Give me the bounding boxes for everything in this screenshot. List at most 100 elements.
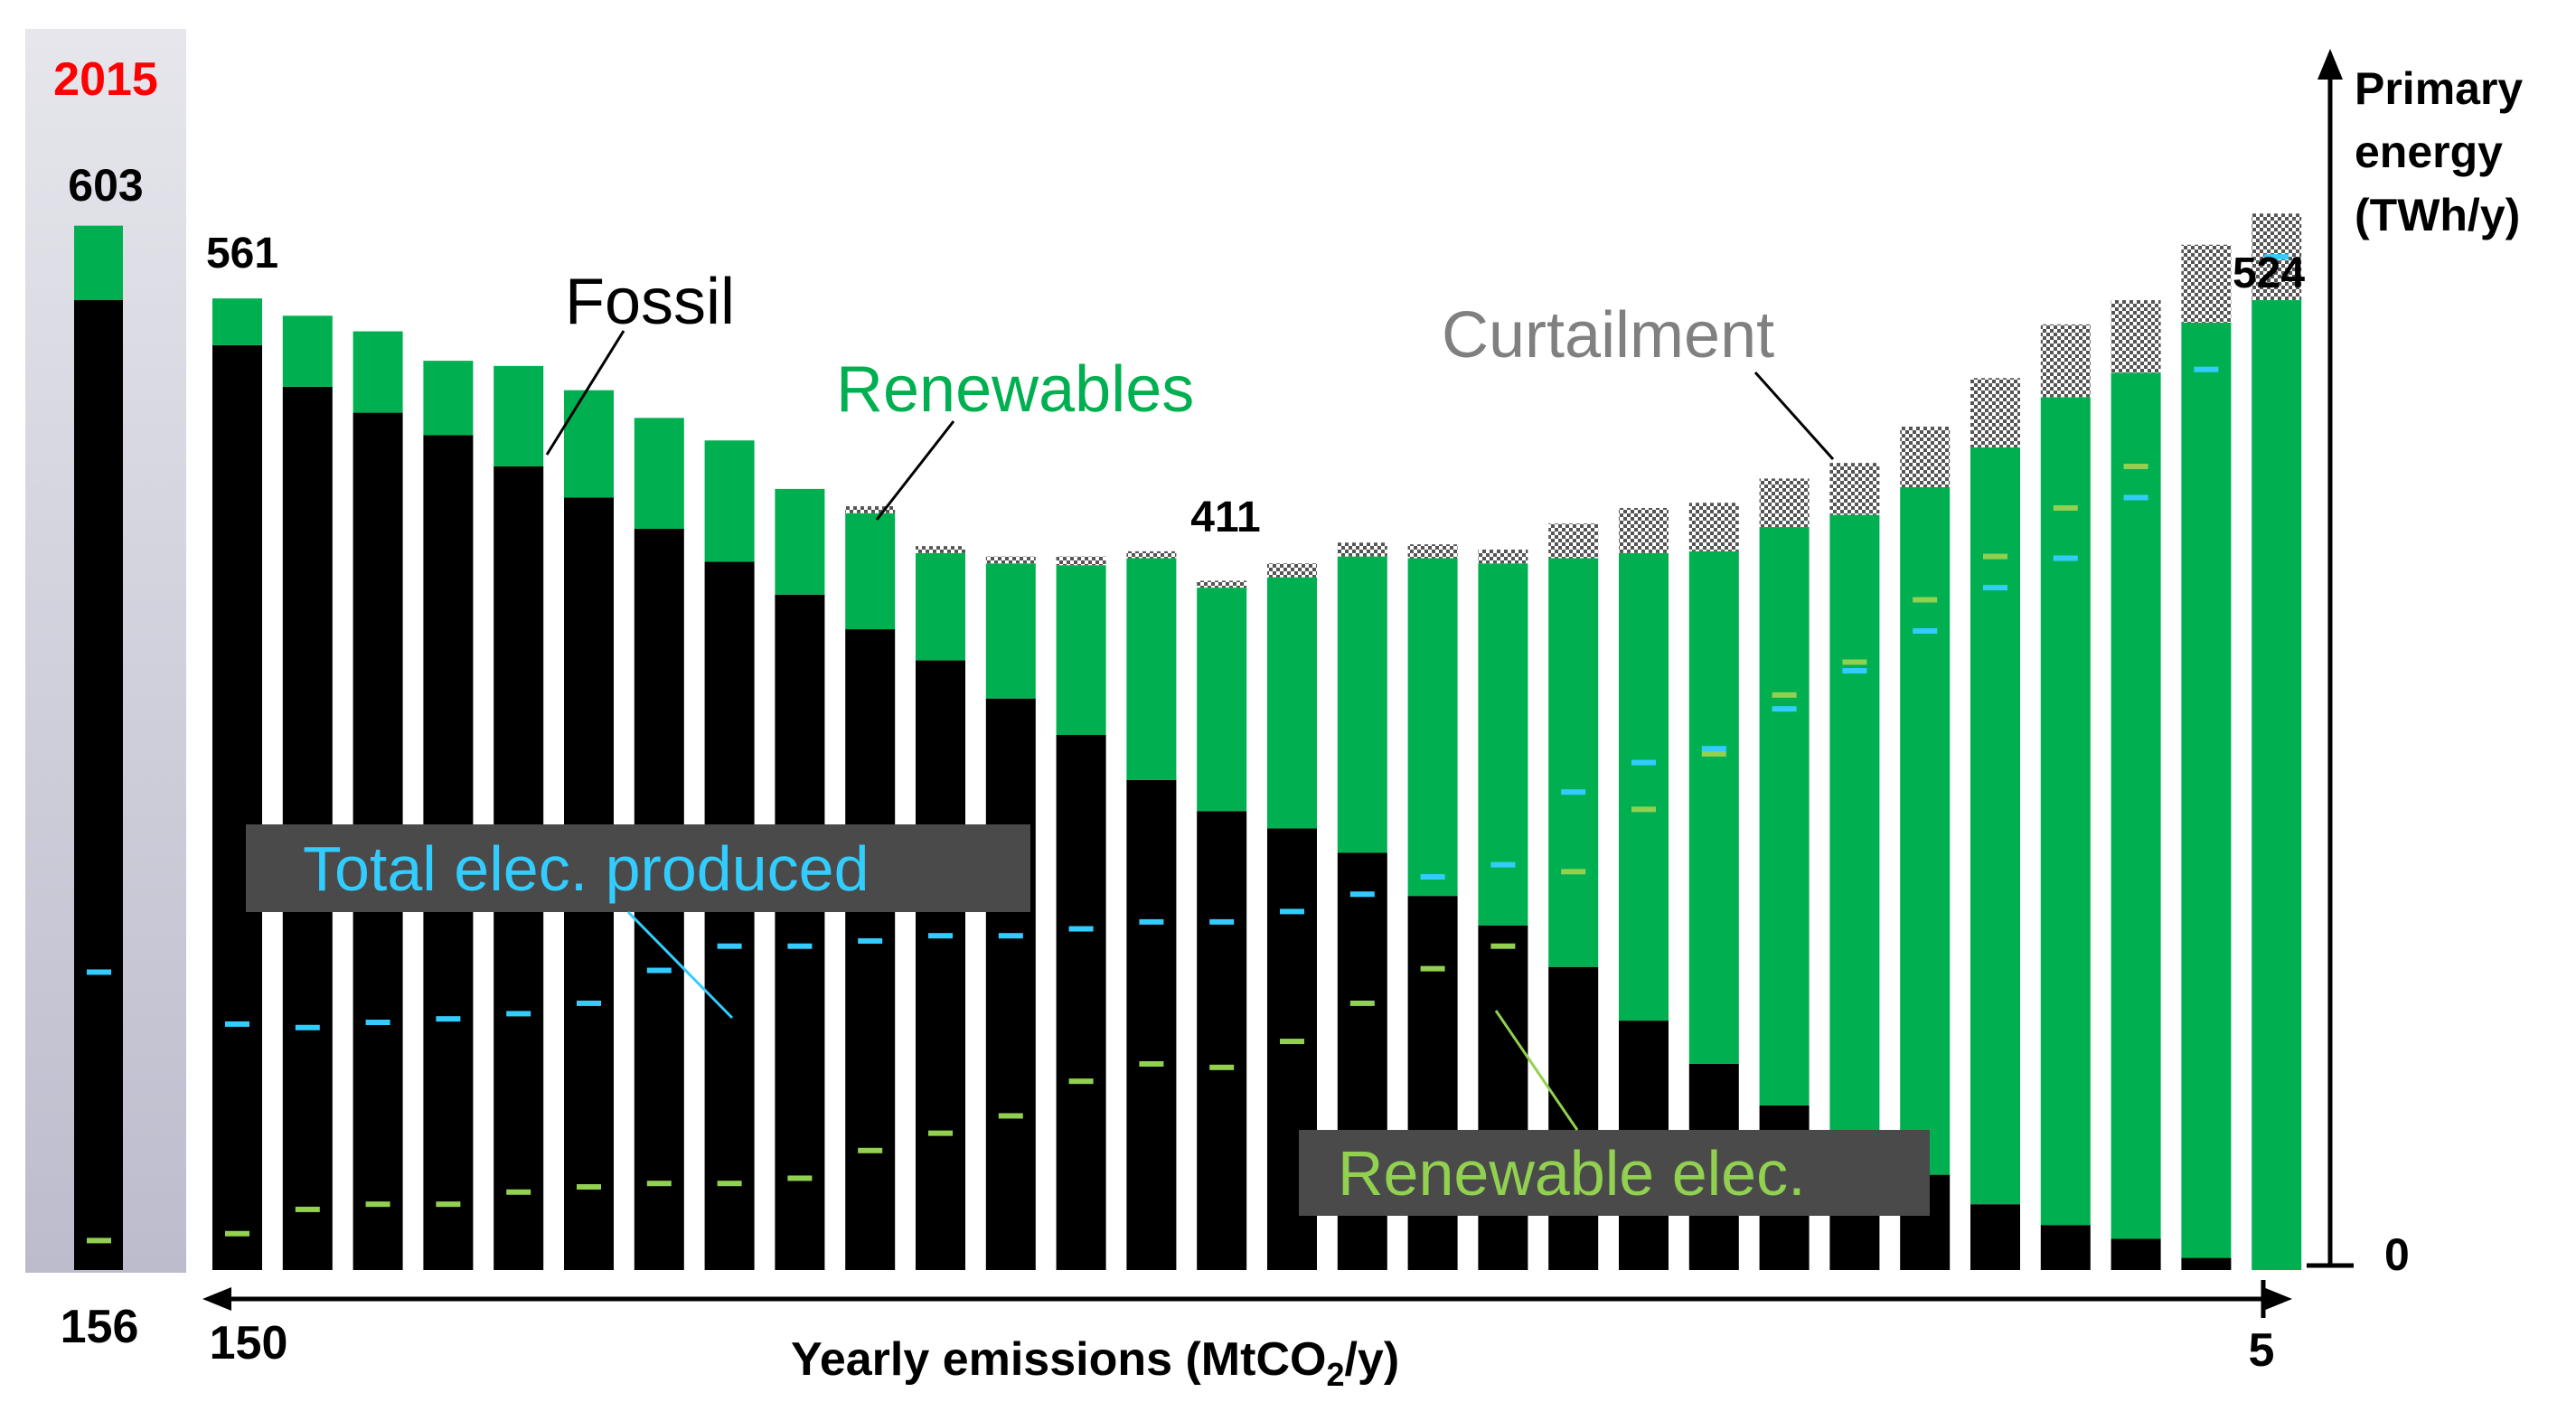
bar-renewables-26 — [1970, 447, 2020, 1205]
y-axis-title-line1: Primary — [2355, 63, 2523, 114]
bar-renewables-27 — [2040, 397, 2091, 1226]
bar-renewables-24 — [1829, 514, 1880, 1146]
bar-fossil-13 — [1056, 734, 1106, 1270]
bar-renewables-3 — [353, 331, 403, 413]
marker-total-elec-28 — [2123, 494, 2148, 501]
y-axis-zero-label: 0 — [2384, 1229, 2410, 1280]
marker-renewable-elec-27 — [2053, 504, 2078, 511]
marker-renewable-elec-14 — [1139, 1060, 1164, 1067]
marker-renewable-elec-8 — [717, 1181, 742, 1187]
bar-renewables-29 — [2181, 322, 2232, 1258]
bar-curtailment-11 — [916, 546, 965, 553]
marker-total-elec-12 — [998, 933, 1023, 939]
x-axis-right-arrowhead — [2263, 1287, 2292, 1311]
x-axis-start-label: 150 — [210, 1317, 288, 1369]
bar-curtailment-22 — [1688, 503, 1739, 551]
bar-fossil-15 — [1197, 811, 1247, 1270]
marker-total-elec-15 — [1209, 918, 1235, 925]
marker-total-elec-2 — [295, 1024, 320, 1030]
renewables-annotation: Renewables — [836, 353, 1194, 426]
bar-curtailment-10 — [845, 506, 896, 513]
marker-renewable-elec-25 — [1913, 597, 1938, 603]
bar-renewables-5 — [494, 365, 544, 466]
bar-curtailment-18 — [1407, 544, 1458, 559]
bar-curtailment-13 — [1056, 556, 1106, 566]
bar-fossil-27 — [2040, 1225, 2091, 1270]
marker-total-elec-21 — [1631, 759, 1656, 766]
renewable-elec-leader-line — [1494, 1010, 1579, 1131]
baseline-emissions-label: 156 — [61, 1301, 139, 1353]
marker-total-elec-9 — [787, 943, 813, 949]
marker-total-elec-25 — [1913, 627, 1938, 634]
marker-renewable-elec-9 — [787, 1175, 813, 1181]
bar-renewables-12 — [985, 563, 1036, 699]
marker-total-elec-24 — [1842, 668, 1867, 674]
scenario-bars — [212, 213, 2302, 1271]
marker-renewable-elec-10 — [858, 1147, 883, 1153]
marker-renewable-elec-15 — [1209, 1064, 1235, 1070]
bar-renewables-10 — [845, 513, 896, 630]
bar-curtailment-24 — [1829, 463, 1880, 515]
bar-renewables-19 — [1478, 563, 1528, 926]
marker-total-elec-3 — [365, 1020, 390, 1026]
bar-fossil-8 — [704, 561, 755, 1270]
bar-renewables-4 — [423, 361, 474, 436]
bar-renewables-23 — [1759, 527, 1810, 1106]
bar-renewables-13 — [1056, 565, 1106, 735]
x-axis-title-subscript: 2 — [1326, 1356, 1344, 1393]
marker-renewable-elec-18 — [1420, 965, 1445, 972]
bar-curtailment-29 — [2181, 244, 2232, 323]
x-axis-left-arrowhead — [202, 1287, 231, 1311]
baseline-marker-total-elec — [87, 969, 111, 975]
bar-curtailment-28 — [2111, 300, 2161, 373]
bar-fossil-10 — [845, 629, 896, 1270]
marker-total-elec-8 — [717, 943, 742, 949]
bar-fossil-20 — [1548, 966, 1599, 1270]
marker-total-elec-22 — [1701, 746, 1726, 752]
marker-renewable-elec-7 — [646, 1181, 672, 1187]
bar-renewables-15 — [1197, 588, 1247, 812]
bar-renewables-17 — [1337, 556, 1387, 853]
marker-renewable-elec-16 — [1280, 1039, 1304, 1045]
marker-total-elec-5 — [506, 1011, 531, 1017]
bar-fossil-9 — [775, 594, 825, 1270]
bar-curtailment-23 — [1759, 478, 1810, 528]
marker-renewable-elec-19 — [1490, 943, 1516, 949]
y-axis-title-line3: (TWh/y) — [2355, 190, 2520, 240]
marker-renewable-elec-23 — [1772, 692, 1797, 698]
bar-curtailment-12 — [985, 556, 1036, 564]
marker-renewable-elec-11 — [928, 1130, 953, 1136]
mid-total-label: 411 — [1190, 494, 1260, 541]
bar-fossil-28 — [2111, 1238, 2161, 1270]
curtailment-leader-line — [1753, 371, 1835, 461]
renewable-elec-callout-text: Renewable elec. — [1338, 1138, 1806, 1209]
marker-total-elec-4 — [436, 1016, 461, 1022]
marker-total-elec-1 — [225, 1021, 249, 1027]
bar-fossil-1 — [212, 344, 262, 1271]
bar-fossil-29 — [2181, 1257, 2232, 1270]
bar-renewables-28 — [2111, 372, 2161, 1239]
bar-renewables-25 — [1900, 486, 1951, 1175]
marker-total-elec-30 — [2264, 254, 2289, 260]
total-elec-callout-box — [246, 824, 1030, 912]
marker-renewable-elec-17 — [1349, 1000, 1375, 1006]
curtailment-annotation: Curtailment — [1442, 299, 1774, 372]
marker-total-elec-16 — [1280, 908, 1304, 915]
marker-total-elec-18 — [1420, 874, 1445, 880]
baseline-bar-renewables — [74, 225, 123, 301]
bar-curtailment-17 — [1337, 542, 1387, 557]
bar-curtailment-21 — [1619, 507, 1669, 553]
fossil-leader-line — [545, 330, 625, 456]
baseline-total-label: 603 — [68, 160, 143, 211]
marker-renewable-elec-20 — [1561, 869, 1586, 875]
total-elec-callout-text: Total elec. produced — [303, 833, 870, 904]
elec-markers — [225, 254, 2289, 1237]
renewable-elec-callout-box — [1299, 1130, 1930, 1216]
x-axis-end-label: 5 — [2249, 1324, 2275, 1377]
marker-renewable-elec-4 — [436, 1201, 461, 1208]
bar-curtailment-19 — [1478, 549, 1528, 564]
y-axis-arrowhead — [2317, 49, 2343, 80]
baseline-bar — [74, 225, 123, 1270]
bar-renewables-2 — [282, 315, 333, 387]
